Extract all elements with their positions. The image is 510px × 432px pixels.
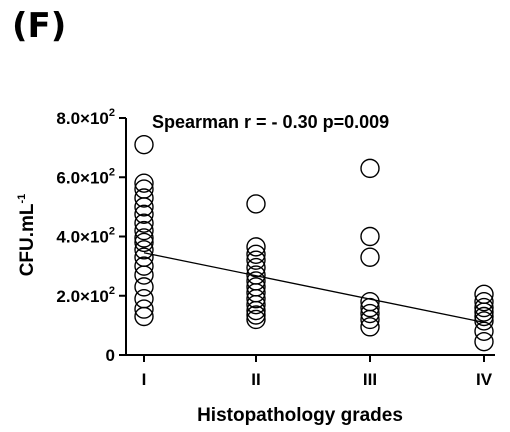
data-point (246, 257, 266, 278)
data-point (134, 240, 154, 260)
data-point (134, 277, 154, 297)
data-point (474, 291, 494, 312)
x-tick-label: III (363, 370, 377, 389)
y-axis-title-base: CFU.mL (17, 203, 38, 276)
data-point (360, 158, 380, 179)
data-point (134, 306, 154, 327)
data-point (246, 300, 266, 321)
data-point (134, 204, 154, 224)
data-point (246, 309, 266, 330)
regression-line (143, 252, 485, 324)
data-point (246, 237, 266, 257)
data-point (246, 305, 266, 325)
panel-label: (F) (12, 6, 67, 46)
data-point (360, 303, 380, 324)
data-points (134, 134, 494, 352)
x-tick-label: IV (476, 370, 493, 389)
data-point (246, 250, 266, 270)
data-point (360, 226, 380, 247)
data-point (246, 194, 266, 214)
data-point (134, 232, 154, 253)
y-tick-label: 6.0×102 (56, 166, 115, 187)
data-point (134, 265, 154, 285)
y-tick-label: 0 (106, 346, 115, 365)
regression-line-group (143, 252, 485, 324)
data-point (246, 244, 266, 264)
y-tick-label: 4.0×102 (56, 226, 115, 247)
x-tick-label: II (251, 370, 260, 389)
data-point (134, 289, 154, 309)
y-axis-title: CFU.mL-1 (16, 194, 38, 277)
data-point (134, 173, 154, 193)
spearman-annotation: Spearman r = - 0.30 p=0.009 (152, 112, 389, 132)
data-point (134, 197, 154, 217)
data-point (134, 213, 154, 233)
y-tick-label: 8.0×102 (56, 107, 115, 128)
y-tick-label: 2.0×102 (56, 285, 115, 306)
data-point (360, 317, 380, 337)
data-point (246, 289, 266, 309)
data-point (474, 306, 494, 327)
data-point (474, 302, 494, 322)
data-point (134, 134, 154, 155)
x-axis: I II III IV (126, 354, 495, 389)
data-point (474, 331, 494, 352)
data-point (134, 256, 154, 276)
data-point (474, 297, 494, 318)
data-point (246, 294, 266, 315)
data-point (360, 309, 380, 330)
x-tick-label: I (142, 370, 147, 389)
data-point (134, 228, 154, 248)
data-point (134, 299, 154, 319)
x-axis-title: Histopathology grades (197, 405, 403, 426)
data-point (134, 188, 154, 208)
y-axis: 0 2.0×102 4.0×102 6.0×102 8.0×102 (56, 107, 127, 365)
y-axis-title-exponent: -1 (16, 194, 28, 204)
data-point (134, 220, 154, 241)
data-point (360, 247, 380, 267)
